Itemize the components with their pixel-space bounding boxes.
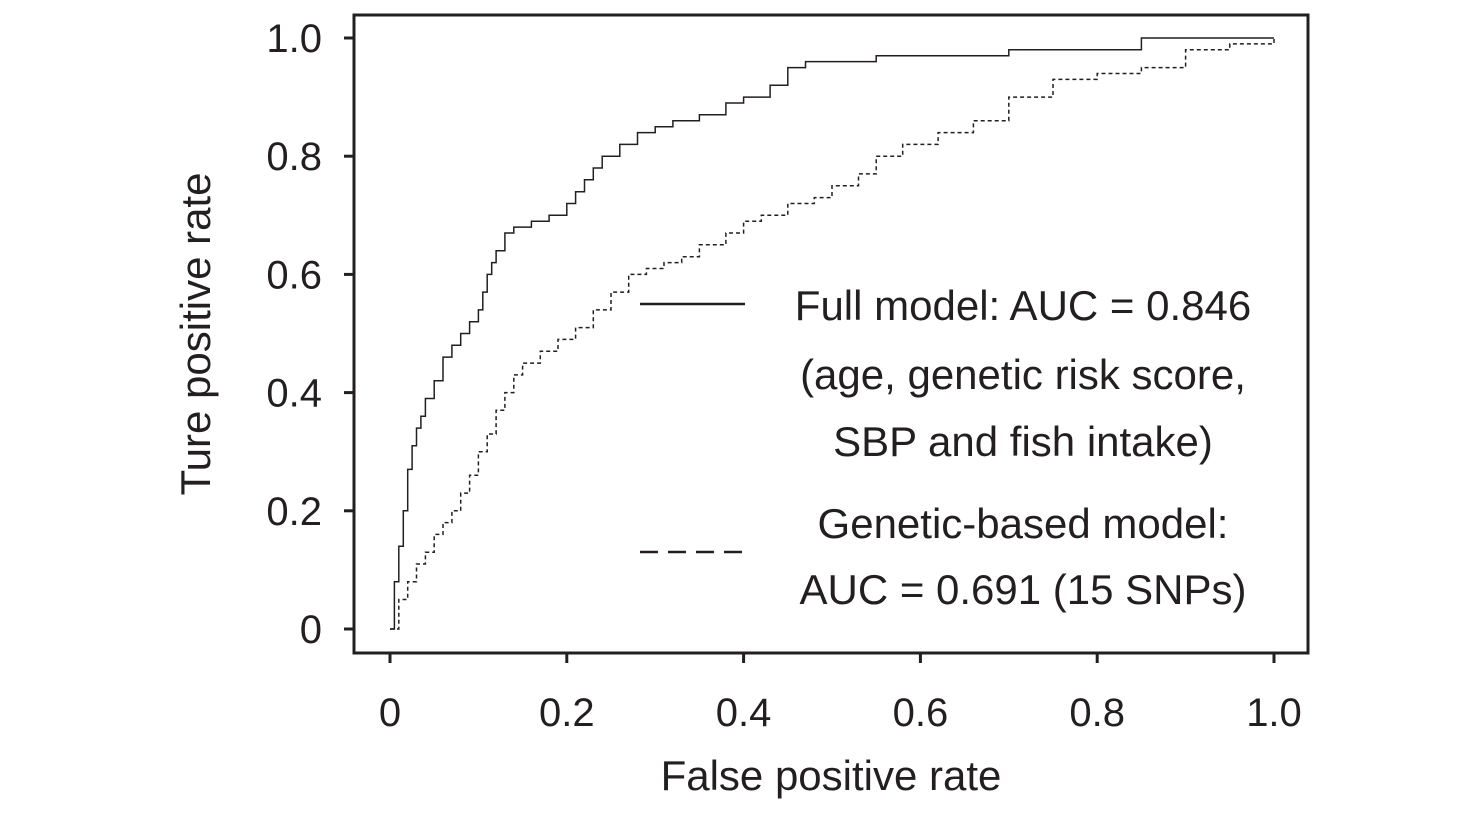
legend-genetic-model-label: AUC = 0.691 (15 SNPs) [799, 566, 1246, 613]
x-tick-label: 1.0 [1246, 691, 1302, 735]
x-tick-label: 0.2 [539, 691, 595, 735]
y-tick-label: 0 [300, 608, 322, 652]
y-tick-label: 1.0 [266, 17, 322, 61]
legend-full-model-label: (age, genetic risk score, [800, 351, 1246, 398]
roc-curves [390, 37, 1275, 630]
full-model-curve [390, 37, 1274, 630]
x-axis-ticks: 0 0.2 0.4 0.6 0.8 1.0 [379, 653, 1302, 735]
y-axis-ticks: 0 0.2 0.4 0.6 0.8 1.0 [266, 17, 354, 652]
x-tick-label: 0.8 [1069, 691, 1125, 735]
x-axis-title: False positive rate [661, 752, 1002, 799]
plot-frame [352, 13, 1310, 655]
y-axis-title: Ture positive rate [172, 173, 219, 496]
legend-full-model-label: SBP and fish intake) [833, 418, 1213, 465]
legend-genetic-model-label: Genetic-based model: [818, 500, 1229, 547]
y-tick-label: 0.4 [266, 372, 322, 416]
x-tick-label: 0.6 [893, 691, 949, 735]
genetic-model-curve [390, 38, 1275, 630]
legend-full-model-label: Full model: AUC = 0.846 [795, 282, 1251, 329]
x-tick-label: 0.4 [716, 691, 772, 735]
y-tick-label: 0.2 [266, 490, 322, 534]
x-tick-label: 0 [379, 691, 401, 735]
y-tick-label: 0.6 [266, 253, 322, 297]
legend: Full model: AUC = 0.846 (age, genetic ris… [640, 282, 1251, 613]
y-tick-label: 0.8 [266, 135, 322, 179]
